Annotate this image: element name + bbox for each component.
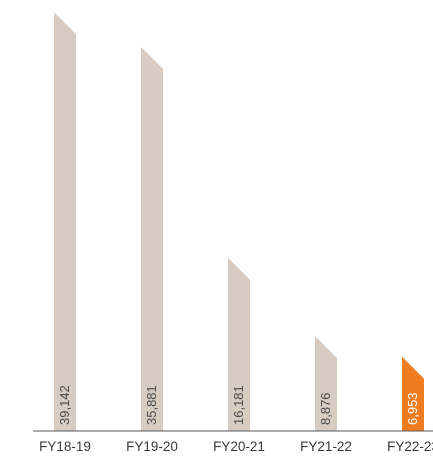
value-label: 8,876 [318,392,333,425]
bar-fy22-23 [402,356,424,431]
value-label: 6,953 [405,392,420,425]
x-tick-label: FY19-20 [126,439,178,454]
bar-fy19-20 [141,46,163,431]
x-tick-label: FY22-23 [387,439,433,454]
value-label: 39,142 [57,385,72,425]
bar-fy20-21 [228,257,250,431]
x-tick-label: FY18-19 [39,439,91,454]
value-label: 16,181 [231,385,246,425]
bar-fy21-22 [315,335,337,431]
x-tick-label: FY20-21 [213,439,265,454]
x-tick-label: FY21-22 [300,439,352,454]
bars-group: 39,142 35,881 16,181 8,876 6,953 [54,12,424,431]
bar-fy18-19 [54,12,76,431]
value-label: 35,881 [144,385,159,425]
x-tick-labels: FY18-19 FY19-20 FY20-21 FY21-22 FY22-23 [39,439,433,454]
